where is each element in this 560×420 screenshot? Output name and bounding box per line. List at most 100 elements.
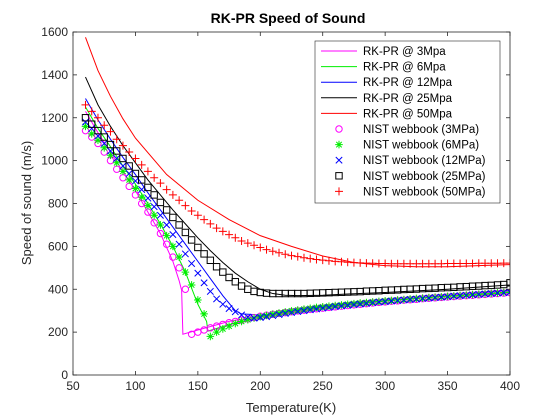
data-point — [306, 306, 314, 314]
data-point — [169, 242, 177, 251]
data-point — [163, 221, 171, 229]
data-point — [113, 154, 121, 163]
data-point — [144, 194, 152, 202]
x-tick-label: 200 — [250, 379, 270, 393]
data-point — [506, 259, 510, 268]
data-point — [238, 311, 246, 319]
data-point — [318, 256, 327, 265]
data-point — [175, 221, 183, 229]
x-axis-label: Temperature(K) — [246, 400, 336, 415]
data-point — [206, 256, 215, 265]
data-point — [462, 291, 470, 299]
data-point — [194, 328, 202, 336]
data-point — [337, 301, 346, 309]
data-point — [106, 140, 115, 149]
legend-box — [314, 40, 501, 204]
legend: RK-PR @ 3Mpa RK-PR @ 6Mpa RK-PR @ 12Mpa RK-… — [314, 40, 501, 204]
data-point — [87, 130, 96, 138]
data-point — [356, 300, 364, 308]
data-point — [100, 139, 108, 148]
x-tick-label: 350 — [438, 379, 458, 393]
data-point — [287, 309, 296, 317]
data-point — [125, 176, 133, 184]
data-point — [444, 293, 452, 301]
legend-marker-swatch — [335, 172, 343, 180]
data-point — [119, 167, 127, 176]
y-tick-label: 1200 — [41, 111, 68, 125]
data-point — [119, 162, 127, 170]
legend-label: RK-PR @ 12Mpa — [363, 77, 453, 89]
legend-label: NIST webbook (6MPa) — [363, 140, 479, 152]
data-point — [250, 241, 259, 250]
chart-title: RK-PR Speed of Sound — [211, 10, 366, 26]
data-point — [156, 229, 165, 238]
y-tick-label: 0 — [61, 368, 68, 382]
data-point — [131, 169, 140, 178]
scatter-series-3 — [81, 118, 510, 322]
data-point — [93, 113, 102, 122]
data-point — [506, 288, 510, 296]
data-point — [156, 211, 164, 219]
y-tick-label: 200 — [48, 325, 68, 339]
data-point — [175, 264, 183, 272]
data-point — [324, 256, 333, 265]
data-point — [325, 302, 333, 310]
data-point — [175, 196, 184, 205]
x-tick-label: 150 — [188, 379, 208, 393]
data-point — [150, 219, 158, 227]
data-point — [169, 213, 177, 222]
data-point — [156, 221, 165, 229]
y-axis-label: Speed of sound (m/s) — [19, 141, 34, 265]
data-point — [225, 273, 233, 282]
data-point — [131, 154, 140, 163]
data-point — [112, 158, 121, 167]
x-tick-label: 100 — [125, 379, 145, 393]
data-point — [168, 190, 177, 199]
data-point — [275, 248, 284, 257]
data-point — [118, 141, 127, 150]
data-point — [212, 328, 221, 336]
data-point — [362, 298, 371, 307]
y-tick-label: 800 — [48, 197, 68, 211]
data-point — [400, 296, 408, 304]
data-point — [119, 154, 127, 163]
data-point — [150, 173, 159, 182]
data-point — [100, 133, 108, 141]
data-point — [94, 136, 102, 145]
data-point — [225, 322, 233, 330]
data-point — [194, 243, 202, 252]
data-point — [250, 314, 258, 322]
data-point — [175, 240, 183, 248]
data-point — [212, 263, 221, 271]
data-point — [231, 278, 240, 286]
data-point — [125, 162, 133, 170]
data-point — [369, 299, 377, 307]
data-point — [225, 304, 233, 313]
data-point — [144, 201, 152, 210]
data-point — [381, 298, 389, 306]
data-point — [106, 127, 115, 136]
data-point — [219, 300, 227, 308]
data-point — [437, 293, 445, 301]
data-point — [137, 193, 146, 201]
data-point — [300, 305, 308, 313]
data-point — [269, 312, 277, 320]
legend-marker-swatch — [335, 187, 343, 196]
data-point — [281, 250, 290, 259]
data-point — [187, 281, 196, 289]
data-point — [331, 303, 339, 311]
data-point — [113, 147, 121, 155]
x-tick-label: 400 — [500, 379, 520, 393]
data-point — [187, 207, 196, 216]
data-point — [181, 201, 190, 210]
data-point — [237, 317, 246, 326]
y-tick-label: 400 — [48, 282, 68, 296]
data-point — [262, 313, 271, 321]
data-point — [231, 308, 239, 316]
data-point — [231, 319, 240, 328]
x-tick-label: 250 — [313, 379, 333, 393]
data-point — [87, 107, 96, 116]
data-point — [306, 304, 315, 313]
data-point — [299, 253, 308, 262]
